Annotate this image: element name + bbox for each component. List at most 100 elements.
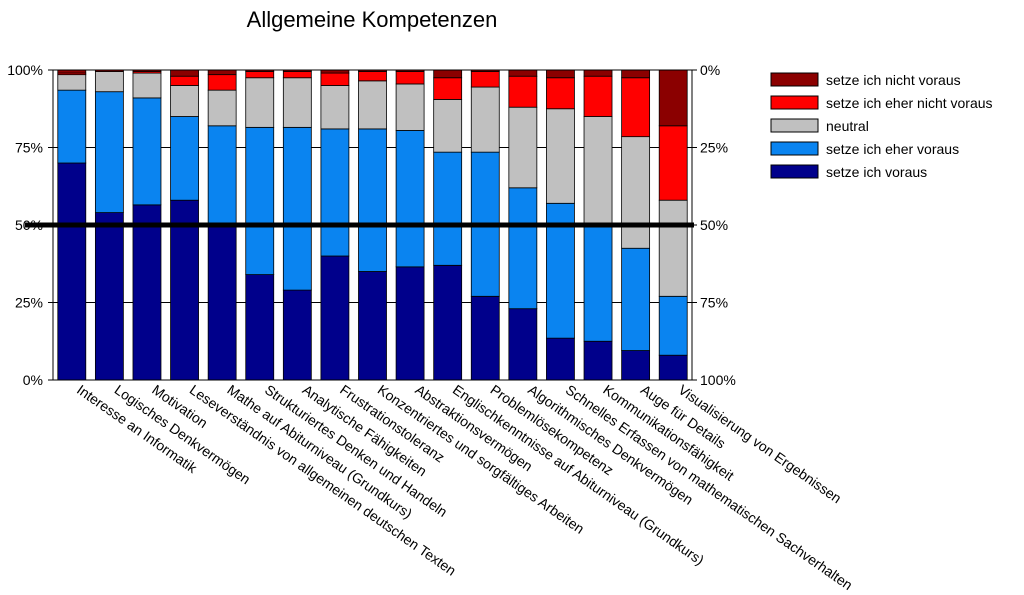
legend-label-neutral: neutral <box>826 118 869 134</box>
bar-segment-setze-ich-voraus <box>658 354 688 381</box>
bar-interesse-an-informatik <box>57 69 87 381</box>
legend-label-setze-ich-eher-voraus: setze ich eher voraus <box>826 141 959 157</box>
y-tick-label-left: 0% <box>23 372 43 388</box>
bar-segment-setze-ich-eher-nicht-voraus <box>508 75 538 108</box>
bar-segment-neutral <box>94 71 124 93</box>
y-tick-label-right: 75% <box>700 295 728 311</box>
legend-label-setze-ich-eher-nicht-voraus: setze ich eher nicht voraus <box>826 95 993 111</box>
bar-segment-setze-ich-voraus <box>132 204 162 381</box>
bar-segment-setze-ich-eher-voraus <box>170 116 199 201</box>
bar-segment-setze-ich-eher-nicht-voraus <box>358 71 387 82</box>
legend-swatch-setze-ich-nicht-voraus <box>770 72 819 87</box>
bar-segment-neutral <box>320 85 350 130</box>
bar-segment-setze-ich-nicht-voraus <box>621 69 651 79</box>
bar-segment-setze-ich-voraus <box>546 337 575 381</box>
bar-segment-setze-ich-voraus <box>57 162 87 381</box>
bar-abstraktionsvermo-gen <box>395 69 425 381</box>
bar-segment-setze-ich-eher-voraus <box>358 128 387 272</box>
y-tick-label-left: 25% <box>15 295 43 311</box>
y-tick-label-left: 100% <box>7 62 43 78</box>
bar-segment-setze-ich-voraus <box>170 199 199 381</box>
bar-segment-setze-ich-eher-voraus <box>94 91 124 213</box>
legend: setze ich nicht voraus setze ich eher nic… <box>770 72 993 180</box>
y-tick-labels: 0% 25% 50% 75% 100% 100% 75% 50% 25% 0% <box>7 62 736 388</box>
bar-segment-neutral <box>433 99 463 153</box>
bar-segment-setze-ich-nicht-voraus <box>433 69 463 79</box>
legend-label-setze-ich-nicht-voraus: setze ich nicht voraus <box>826 72 961 88</box>
bar-segment-setze-ich-eher-nicht-voraus <box>621 77 651 138</box>
bar-strukturiertes-denken-und-handeln <box>245 69 275 381</box>
bar-segment-neutral <box>207 89 237 127</box>
bar-segment-setze-ich-eher-nicht-voraus <box>395 71 425 85</box>
y-tick-label-right: 25% <box>700 140 728 156</box>
bar-segment-setze-ich-voraus <box>583 340 613 381</box>
bar-segment-neutral <box>170 85 199 117</box>
bar-segment-setze-ich-eher-voraus <box>57 89 87 164</box>
bar-segment-setze-ich-voraus <box>320 255 350 381</box>
bar-segment-neutral <box>508 106 538 189</box>
bar-segment-neutral <box>546 108 575 204</box>
bar-konzentriertes-und-sorgfa-ltiges-arbeiten <box>358 69 387 381</box>
bar-segment-setze-ich-nicht-voraus <box>207 69 237 76</box>
bar-segment-neutral <box>470 86 500 153</box>
bar-auge-fu-r-details <box>621 69 651 381</box>
bar-segment-setze-ich-eher-voraus <box>621 247 651 351</box>
bar-segment-setze-ich-eher-nicht-voraus <box>282 71 312 79</box>
bar-segment-setze-ich-voraus <box>621 350 651 381</box>
bar-segment-setze-ich-eher-voraus <box>132 97 162 206</box>
bar-segment-neutral <box>245 77 275 128</box>
bar-segment-setze-ich-voraus <box>470 295 500 381</box>
y-tick-label-right: 100% <box>700 372 736 388</box>
bar-motivation <box>132 69 162 381</box>
bar-algorithmisches-denkvermo-gen <box>508 69 538 381</box>
bar-segment-setze-ich-eher-voraus <box>508 187 538 310</box>
bar-segment-setze-ich-eher-nicht-voraus <box>583 75 613 117</box>
bar-segment-setze-ich-voraus <box>94 212 124 381</box>
bar-segment-setze-ich-voraus <box>395 266 425 381</box>
bar-segment-setze-ich-eher-nicht-voraus <box>245 71 275 79</box>
legend-label-setze-ich-voraus: setze ich voraus <box>826 164 927 180</box>
bar-segment-setze-ich-voraus <box>433 264 463 381</box>
chart-title: Allgemeine Kompetenzen <box>247 7 498 32</box>
legend-swatch-neutral <box>770 118 819 133</box>
bar-leseversta-ndnis-von-allgemeinen-deutschen-texten <box>170 69 199 381</box>
bar-segment-setze-ich-eher-voraus <box>433 151 463 266</box>
legend-swatch-setze-ich-eher-voraus <box>770 141 819 156</box>
y-tick-label-left: 75% <box>15 140 43 156</box>
bar-segment-neutral <box>282 77 312 128</box>
bar-visualisierung-von-ergebnissen <box>658 69 688 381</box>
bar-segment-neutral <box>583 116 613 227</box>
bar-segment-neutral <box>621 136 651 249</box>
bar-segment-setze-ich-nicht-voraus <box>583 69 613 77</box>
bar-segment-setze-ich-nicht-voraus <box>170 69 199 77</box>
bar-segment-setze-ich-nicht-voraus <box>508 69 538 77</box>
bar-mathe-auf-abiturniveau-grundkurs <box>207 69 237 381</box>
bar-segment-neutral <box>395 83 425 131</box>
bar-segment-setze-ich-voraus <box>245 274 275 381</box>
bar-segment-setze-ich-eher-voraus <box>658 295 688 356</box>
bar-englischkenntnisse-auf-abiturniveau-grundkurs <box>433 69 463 381</box>
bar-segment-setze-ich-eher-voraus <box>395 130 425 268</box>
bar-segment-setze-ich-voraus <box>282 289 312 381</box>
bar-segment-setze-ich-eher-nicht-voraus <box>546 77 575 110</box>
bar-segment-setze-ich-eher-nicht-voraus <box>320 72 350 86</box>
bar-segment-neutral <box>132 72 162 99</box>
bar-segment-setze-ich-eher-voraus <box>583 226 613 342</box>
bar-segment-setze-ich-nicht-voraus <box>658 69 688 127</box>
bar-segment-setze-ich-voraus <box>508 308 538 381</box>
bar-segment-setze-ich-eher-nicht-voraus <box>470 71 500 88</box>
y-tick-label-left: 50% <box>15 217 43 233</box>
bar-segment-setze-ich-eher-nicht-voraus <box>207 74 237 91</box>
bar-segment-setze-ich-eher-nicht-voraus <box>170 75 199 86</box>
bar-segment-neutral <box>358 80 387 130</box>
legend-swatch-setze-ich-voraus <box>770 164 819 179</box>
bar-segment-setze-ich-eher-voraus <box>207 125 237 226</box>
bar-segment-setze-ich-eher-nicht-voraus <box>433 77 463 100</box>
bar-segment-setze-ich-voraus <box>358 271 387 381</box>
bar-segment-setze-ich-eher-nicht-voraus <box>658 125 688 201</box>
bar-segment-setze-ich-nicht-voraus <box>546 69 575 79</box>
bar-segment-neutral <box>658 199 688 297</box>
bar-segment-setze-ich-voraus <box>207 224 237 381</box>
